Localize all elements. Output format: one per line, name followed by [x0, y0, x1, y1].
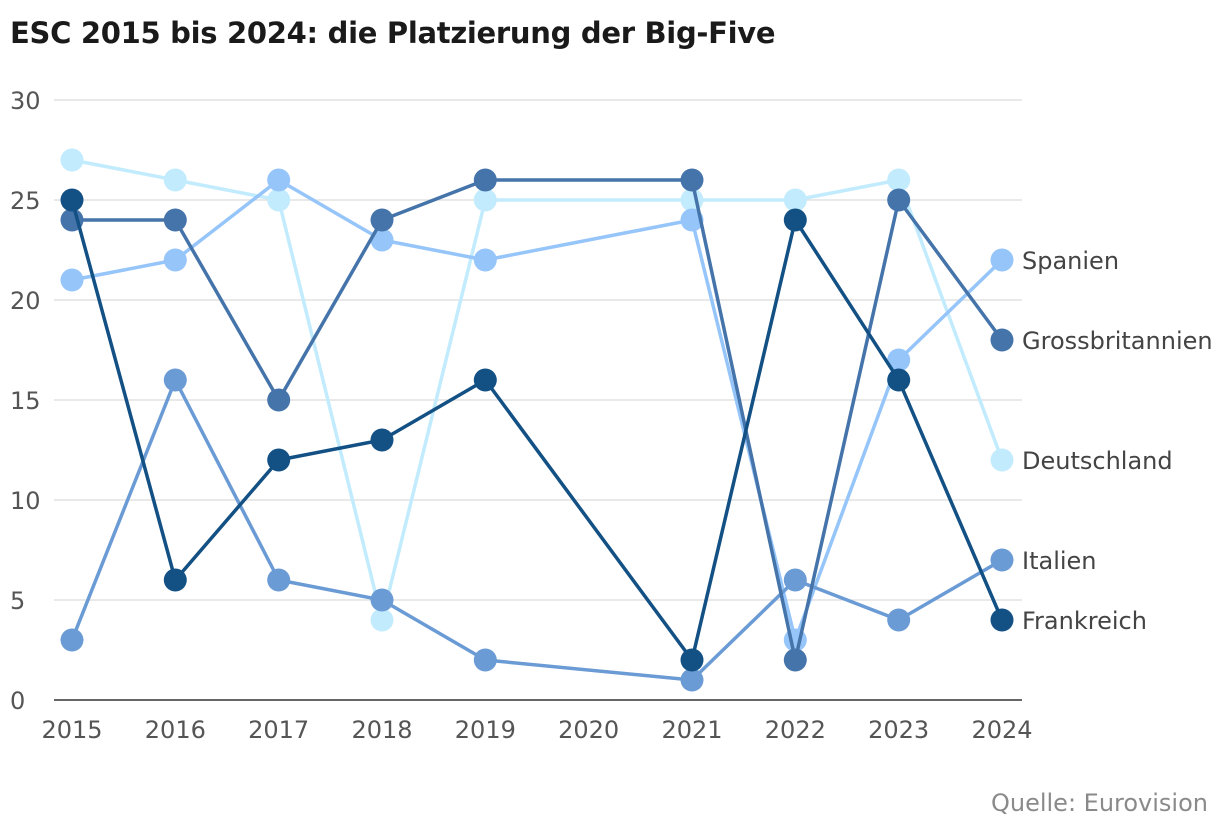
series-line-spanien	[70, 178, 1004, 642]
series-label-grossbritannien: Grossbritannien	[1022, 327, 1213, 355]
point-frankreich-2018	[370, 428, 394, 452]
point-italien-2017	[267, 568, 291, 592]
point-deutschland-2021	[680, 188, 704, 212]
y-tick-label-20: 20	[10, 287, 41, 315]
series-line-deutschland	[70, 158, 1004, 622]
source-note: Quelle: Eurovision	[990, 789, 1208, 817]
point-spanien-2024	[990, 248, 1014, 272]
point-deutschland-2022	[783, 188, 807, 212]
point-deutschland-2017	[267, 188, 291, 212]
y-tick-label-0: 0	[10, 687, 25, 715]
point-spanien-2023	[887, 348, 911, 372]
point-italien-2024	[990, 548, 1014, 572]
point-frankreich-2024	[990, 608, 1014, 632]
point-frankreich-2017	[267, 448, 291, 472]
point-frankreich-2019	[473, 368, 497, 392]
point-grossbritannien-2019	[473, 168, 497, 192]
point-grossbritannien-2023	[887, 188, 911, 212]
point-spanien-2019	[473, 248, 497, 272]
point-grossbritannien-2017	[267, 388, 291, 412]
series-label-deutschland: Deutschland	[1022, 447, 1173, 475]
y-tick-label-15: 15	[10, 387, 41, 415]
x-tick-label-2017: 2017	[248, 716, 309, 744]
y-tick-label-10: 10	[10, 487, 41, 515]
point-frankreich-2021	[680, 648, 704, 672]
y-tick-label-5: 5	[10, 587, 25, 615]
series-label-spanien: Spanien	[1022, 247, 1119, 275]
point-frankreich-2023	[887, 368, 911, 392]
point-italien-2016	[163, 368, 187, 392]
x-tick-label-2019: 2019	[455, 716, 516, 744]
point-spanien-2015	[60, 268, 84, 292]
point-deutschland-2024	[990, 448, 1014, 472]
series-line-grossbritannien	[70, 178, 1004, 662]
series-line-italien	[70, 378, 1004, 682]
point-spanien-2017	[267, 168, 291, 192]
x-tick-label-2021: 2021	[661, 716, 722, 744]
y-tick-label-25: 25	[10, 187, 41, 215]
point-italien-2022	[783, 568, 807, 592]
point-grossbritannien-2018	[370, 208, 394, 232]
y-axis-ticks: 0 5 10 15 20 25 30	[10, 87, 41, 715]
series-label-frankreich: Frankreich	[1022, 607, 1147, 635]
point-italien-2019	[473, 648, 497, 672]
series-deutschland	[60, 148, 1014, 632]
series-spanien	[60, 168, 1014, 652]
point-italien-2018	[370, 588, 394, 612]
point-frankreich-2022	[783, 208, 807, 232]
x-tick-label-2020: 2020	[558, 716, 619, 744]
point-deutschland-2023	[887, 168, 911, 192]
point-grossbritannien-2021	[680, 168, 704, 192]
point-frankreich-2016	[163, 568, 187, 592]
point-italien-2023	[887, 608, 911, 632]
point-italien-2021	[680, 668, 704, 692]
point-frankreich-2015	[60, 188, 84, 212]
x-axis-ticks: 2015 2016 2017 2018 2019 2020 2021 2022 2023 2024	[41, 716, 1032, 744]
point-deutschland-2018	[370, 608, 394, 632]
point-grossbritannien-2024	[990, 328, 1014, 352]
series-label-italien: Italien	[1022, 547, 1097, 575]
point-italien-2015	[60, 628, 84, 652]
point-deutschland-2016	[163, 168, 187, 192]
x-tick-label-2018: 2018	[351, 716, 412, 744]
point-spanien-2016	[163, 248, 187, 272]
point-spanien-2018	[370, 228, 394, 252]
x-tick-label-2024: 2024	[971, 716, 1032, 744]
series-lines	[60, 148, 1014, 692]
point-deutschland-2015	[60, 148, 84, 172]
series-frankreich	[60, 188, 1014, 672]
x-tick-label-2022: 2022	[765, 716, 826, 744]
x-tick-label-2015: 2015	[41, 716, 102, 744]
x-tick-label-2016: 2016	[145, 716, 206, 744]
series-italien	[60, 368, 1014, 692]
series-line-frankreich	[70, 198, 1004, 662]
point-deutschland-2019	[473, 188, 497, 212]
point-grossbritannien-2022	[783, 648, 807, 672]
chart-title: ESC 2015 bis 2024: die Platzierung der B…	[10, 16, 776, 50]
series-grossbritannien	[60, 168, 1014, 672]
x-tick-label-2023: 2023	[868, 716, 929, 744]
y-tick-label-30: 30	[10, 87, 41, 115]
series-end-labels: Deutschland Spanien Italien Grossbritannien…	[1022, 247, 1213, 635]
point-grossbritannien-2016	[163, 208, 187, 232]
